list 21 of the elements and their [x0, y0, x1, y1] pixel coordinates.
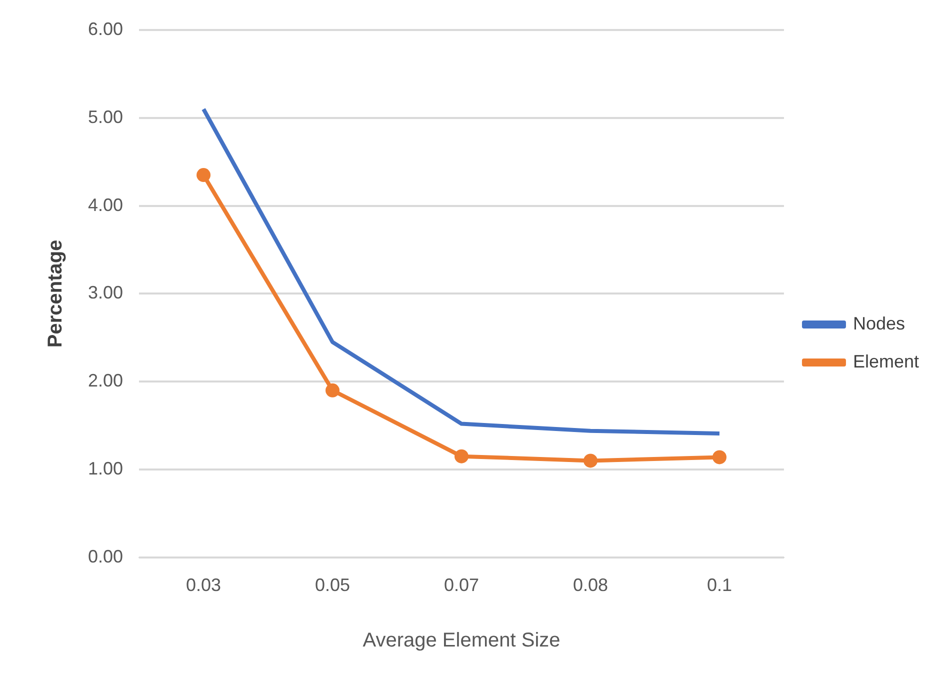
point	[454, 449, 468, 464]
point	[712, 450, 726, 464]
x-tick-label: 0.03	[186, 575, 222, 596]
y-tick-label: 4.00	[88, 194, 124, 215]
y-tick-label: 1.00	[88, 458, 124, 478]
y-tick-label: 0.00	[88, 546, 124, 566]
y-tick-label: 5.00	[88, 106, 124, 127]
x-tick-label: 0.08	[572, 575, 608, 596]
point	[583, 454, 598, 468]
legend-label: Nodes	[852, 313, 905, 334]
x-axis-title: Average Element Size	[362, 630, 560, 652]
y-tick-label: 2.00	[88, 370, 124, 391]
x-tick-label: 0.07	[444, 575, 480, 596]
y-tick-label: 6.00	[88, 18, 124, 39]
y-axis-title: Percentage	[44, 240, 67, 348]
x-tick-label: 0.1	[706, 575, 732, 596]
point	[326, 383, 340, 398]
y-tick-label: 3.00	[88, 282, 124, 303]
x-tick-label: 0.05	[314, 575, 350, 596]
legend-label: Element	[852, 351, 920, 372]
point	[196, 168, 211, 182]
